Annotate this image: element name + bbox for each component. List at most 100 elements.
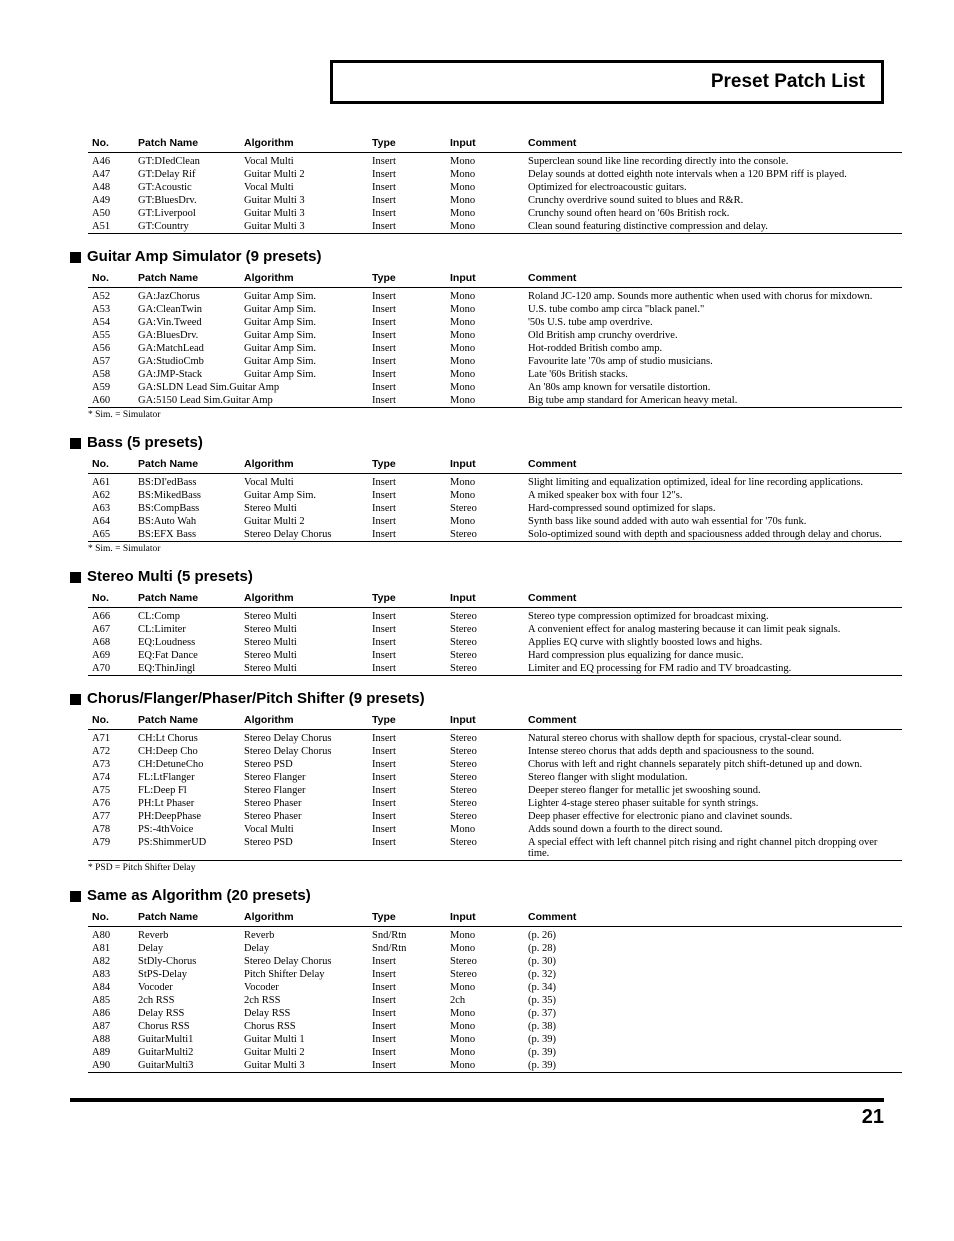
preset-table: No.Patch NameAlgorithmTypeInputCommentA7… [88, 711, 902, 861]
table-cell: Insert [368, 981, 446, 994]
table-cell: (p. 39) [524, 1059, 902, 1073]
table-row: A70EQ:ThinJinglStereo MultiInsertStereoL… [88, 662, 902, 676]
table-cell: Mono [446, 489, 524, 502]
table-row: A51GT:CountryGuitar Multi 3InsertMonoCle… [88, 220, 902, 234]
table-cell: A68 [88, 636, 134, 649]
table-cell: Stereo Multi [240, 636, 368, 649]
table-cell: A49 [88, 194, 134, 207]
table-row: A62BS:MikedBassGuitar Amp Sim.InsertMono… [88, 489, 902, 502]
table-cell: A76 [88, 797, 134, 810]
table-cell: GA:BluesDrv. [134, 329, 240, 342]
table-cell: A83 [88, 968, 134, 981]
table-cell: Mono [446, 342, 524, 355]
table-cell: GA:CleanTwin [134, 303, 240, 316]
column-header: Patch Name [134, 589, 240, 608]
table-cell: Insert [368, 288, 446, 304]
table-cell: Insert [368, 194, 446, 207]
table-cell: GA:5150 Lead Sim.Guitar Amp [134, 394, 368, 408]
section-title-text: Chorus/Flanger/Phaser/Pitch Shifter (9 p… [87, 690, 425, 707]
preset-table: No.Patch NameAlgorithmTypeInputCommentA8… [88, 908, 902, 1073]
table-cell: CL:Limiter [134, 623, 240, 636]
table-row: A89GuitarMulti2Guitar Multi 2InsertMono(… [88, 1046, 902, 1059]
column-header: Patch Name [134, 908, 240, 927]
table-cell: BS:Auto Wah [134, 515, 240, 528]
column-header: Patch Name [134, 269, 240, 288]
table-cell: A73 [88, 758, 134, 771]
table-cell: (p. 30) [524, 955, 902, 968]
table-cell: Guitar Multi 3 [240, 194, 368, 207]
preset-table: No.Patch NameAlgorithmTypeInputCommentA4… [88, 134, 902, 234]
table-cell: Stereo [446, 955, 524, 968]
table-row: A76PH:Lt PhaserStereo PhaserInsertStereo… [88, 797, 902, 810]
column-header: No. [88, 269, 134, 288]
table-cell: Optimized for electroacoustic guitars. [524, 181, 902, 194]
table-cell: Mono [446, 381, 524, 394]
table-cell: BS:MikedBass [134, 489, 240, 502]
column-header: Algorithm [240, 711, 368, 730]
table-row: A57GA:StudioCmbGuitar Amp Sim.InsertMono… [88, 355, 902, 368]
table-cell: Insert [368, 528, 446, 542]
table-cell: GuitarMulti2 [134, 1046, 240, 1059]
table-cell: Insert [368, 649, 446, 662]
table-cell: A62 [88, 489, 134, 502]
footnote: * Sim. = Simulator [88, 410, 884, 420]
table-cell: Insert [368, 342, 446, 355]
table-cell: Stereo Multi [240, 623, 368, 636]
table-cell: An '80s amp known for versatile distorti… [524, 381, 902, 394]
table-cell: Stereo [446, 636, 524, 649]
table-cell: Insert [368, 381, 446, 394]
section-title: Bass (5 presets) [70, 434, 884, 451]
table-row: A77PH:DeepPhaseStereo PhaserInsertStereo… [88, 810, 902, 823]
column-header: Type [368, 589, 446, 608]
table-cell: Mono [446, 474, 524, 490]
table-cell: Limiter and EQ processing for FM radio a… [524, 662, 902, 676]
table-cell: GuitarMulti3 [134, 1059, 240, 1073]
table-row: A50GT:LiverpoolGuitar Multi 3InsertMonoC… [88, 207, 902, 220]
table-cell: 2ch RSS [134, 994, 240, 1007]
table-cell: Insert [368, 758, 446, 771]
table-cell: A79 [88, 836, 134, 861]
table-cell: Mono [446, 515, 524, 528]
table-cell: (p. 32) [524, 968, 902, 981]
table-cell: CH:DetuneCho [134, 758, 240, 771]
table-row: A53GA:CleanTwinGuitar Amp Sim.InsertMono… [88, 303, 902, 316]
table-cell: (p. 39) [524, 1033, 902, 1046]
table-cell: Roland JC-120 amp. Sounds more authentic… [524, 288, 902, 304]
table-cell: Solo-optimized sound with depth and spac… [524, 528, 902, 542]
table-cell: Insert [368, 355, 446, 368]
table-cell: Reverb [134, 927, 240, 943]
table-cell: Insert [368, 836, 446, 861]
table-cell: A57 [88, 355, 134, 368]
table-cell: '50s U.S. tube amp overdrive. [524, 316, 902, 329]
table-row: A55GA:BluesDrv.Guitar Amp Sim.InsertMono… [88, 329, 902, 342]
table-cell: A70 [88, 662, 134, 676]
table-cell: Insert [368, 784, 446, 797]
table-cell: A69 [88, 649, 134, 662]
table-cell: A84 [88, 981, 134, 994]
column-header: Input [446, 134, 524, 153]
table-cell: Vocal Multi [240, 153, 368, 169]
square-bullet-icon [70, 694, 81, 705]
table-cell: Stereo [446, 771, 524, 784]
table-cell: Stereo Delay Chorus [240, 730, 368, 746]
table-row: A68EQ:LoudnessStereo MultiInsertStereoAp… [88, 636, 902, 649]
column-header: Type [368, 269, 446, 288]
table-cell: Chorus RSS [240, 1020, 368, 1033]
table-cell: Hard compression plus equalizing for dan… [524, 649, 902, 662]
table-cell: A special effect with left channel pitch… [524, 836, 902, 861]
table-cell: Guitar Amp Sim. [240, 368, 368, 381]
table-cell: A87 [88, 1020, 134, 1033]
table-cell: Mono [446, 823, 524, 836]
column-header: Algorithm [240, 908, 368, 927]
column-header: Comment [524, 134, 902, 153]
column-header: Algorithm [240, 134, 368, 153]
table-row: A74FL:LtFlangerStereo FlangerInsertStere… [88, 771, 902, 784]
table-cell: GA:SLDN Lead Sim.Guitar Amp [134, 381, 368, 394]
table-cell: Clean sound featuring distinctive compre… [524, 220, 902, 234]
table-cell: Insert [368, 1020, 446, 1033]
table-cell: Delay sounds at dotted eighth note inter… [524, 168, 902, 181]
table-cell: A90 [88, 1059, 134, 1073]
table-cell: (p. 35) [524, 994, 902, 1007]
table-cell: Late '60s British stacks. [524, 368, 902, 381]
table-cell: Guitar Multi 1 [240, 1033, 368, 1046]
